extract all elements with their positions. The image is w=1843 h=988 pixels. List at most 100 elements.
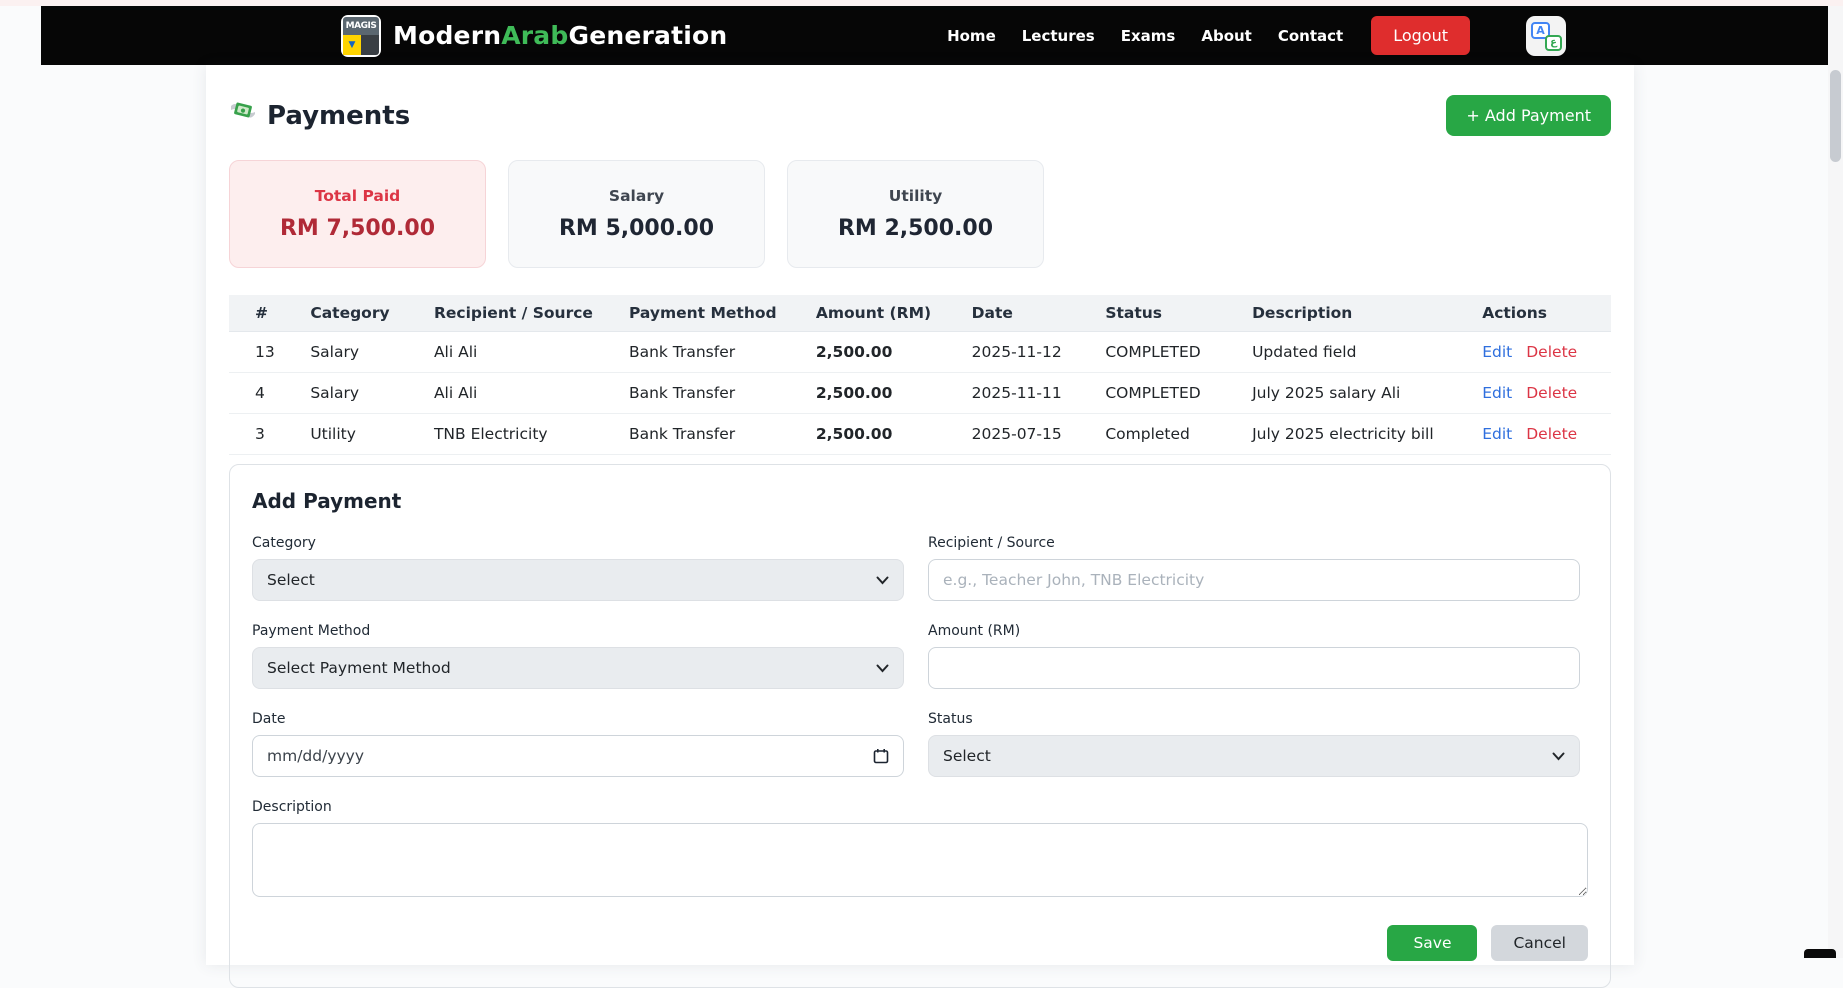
description-textarea[interactable]: [252, 823, 1588, 897]
col-header-date: Date: [958, 295, 1092, 332]
col-header-recipient: Recipient / Source: [420, 295, 615, 332]
nav-item-exams[interactable]: Exams: [1121, 27, 1176, 45]
table-row: 4 Salary Ali Ali Bank Transfer 2,500.00 …: [229, 373, 1611, 414]
page-scrollbar[interactable]: [1828, 6, 1843, 958]
chevron-down-icon: [876, 576, 889, 585]
cell-status: COMPLETED: [1091, 332, 1238, 373]
payments-table: # Category Recipient / Source Payment Me…: [229, 295, 1611, 455]
cell-amount: 2,500.00: [802, 332, 958, 373]
cell-description: July 2025 salary Ali: [1238, 373, 1468, 414]
date-placeholder: mm/dd/yyyy: [267, 747, 364, 765]
card-amount: RM 2,500.00: [838, 216, 993, 241]
calendar-icon: [873, 748, 889, 764]
form-title: Add Payment: [252, 489, 1588, 513]
status-select[interactable]: Select: [928, 735, 1580, 777]
col-header-status: Status: [1091, 295, 1238, 332]
edit-link[interactable]: Edit: [1482, 343, 1512, 361]
delete-link[interactable]: Delete: [1526, 384, 1577, 402]
cell-status: COMPLETED: [1091, 373, 1238, 414]
amount-label: Amount (RM): [928, 623, 1580, 639]
nav-item-lectures[interactable]: Lectures: [1022, 27, 1095, 45]
cell-amount: 2,500.00: [802, 373, 958, 414]
summary-cards: Total Paid RM 7,500.00 Salary RM 5,000.0…: [229, 160, 1611, 268]
table-row: 3 Utility TNB Electricity Bank Transfer …: [229, 414, 1611, 455]
cell-recipient: Ali Ali: [420, 373, 615, 414]
cell-date: 2025-11-11: [958, 373, 1092, 414]
salary-card: Salary RM 5,000.00: [508, 160, 765, 268]
edit-link[interactable]: Edit: [1482, 384, 1512, 402]
delete-link[interactable]: Delete: [1526, 343, 1577, 361]
card-label: Total Paid: [315, 187, 401, 205]
recipient-field: Recipient / Source: [928, 535, 1580, 601]
recipient-label: Recipient / Source: [928, 535, 1580, 551]
nav-item-contact[interactable]: Contact: [1278, 27, 1343, 45]
logout-button[interactable]: Logout: [1371, 16, 1470, 55]
amount-input[interactable]: [928, 647, 1580, 689]
card-label: Utility: [889, 187, 942, 205]
cell-actions: Edit Delete: [1468, 414, 1611, 455]
add-payment-form: Add Payment Category Select Recipient / …: [229, 464, 1611, 988]
date-input[interactable]: mm/dd/yyyy: [252, 735, 904, 777]
cell-date: 2025-07-15: [958, 414, 1092, 455]
magis-logo-icon: MAGIS ▼: [341, 15, 381, 57]
payment-method-select[interactable]: Select Payment Method: [252, 647, 904, 689]
cell-category: Utility: [296, 414, 420, 455]
col-header-actions: Actions: [1468, 295, 1611, 332]
payment-method-label: Payment Method: [252, 623, 904, 639]
status-field: Status Select: [928, 711, 1580, 777]
footer-edge: [1804, 949, 1836, 958]
cell-id: 13: [229, 332, 296, 373]
category-label: Category: [252, 535, 904, 551]
save-button[interactable]: Save: [1387, 925, 1477, 961]
page-title: Payments: [229, 100, 410, 131]
cell-date: 2025-11-12: [958, 332, 1092, 373]
card-amount: RM 5,000.00: [559, 216, 714, 241]
col-header-id: #: [229, 295, 296, 332]
nav-item-about[interactable]: About: [1201, 27, 1252, 45]
magis-logo-drop-icon: ▼: [343, 35, 361, 55]
navbar: MAGIS ▼ ModernArabGeneration Home Lectur…: [41, 6, 1836, 65]
cell-method: Bank Transfer: [615, 414, 802, 455]
description-field: Description: [252, 799, 1588, 901]
col-header-description: Description: [1238, 295, 1468, 332]
magis-logo-dark-panel: [361, 35, 379, 55]
category-select[interactable]: Select: [252, 559, 904, 601]
cell-actions: Edit Delete: [1468, 373, 1611, 414]
cell-method: Bank Transfer: [615, 332, 802, 373]
scrollbar-thumb[interactable]: [1830, 70, 1841, 162]
payment-method-field: Payment Method Select Payment Method: [252, 623, 904, 689]
table-header-row: # Category Recipient / Source Payment Me…: [229, 295, 1611, 332]
brand[interactable]: MAGIS ▼ ModernArabGeneration: [341, 15, 727, 57]
date-label: Date: [252, 711, 904, 727]
nav-item-home[interactable]: Home: [947, 27, 996, 45]
description-label: Description: [252, 799, 1588, 815]
cell-recipient: TNB Electricity: [420, 414, 615, 455]
money-with-wings-icon: [229, 100, 257, 131]
cell-actions: Edit Delete: [1468, 332, 1611, 373]
table-row: 13 Salary Ali Ali Bank Transfer 2,500.00…: [229, 332, 1611, 373]
cell-category: Salary: [296, 332, 420, 373]
cell-amount: 2,500.00: [802, 414, 958, 455]
cancel-button[interactable]: Cancel: [1491, 925, 1588, 961]
delete-link[interactable]: Delete: [1526, 425, 1577, 443]
edit-link[interactable]: Edit: [1482, 425, 1512, 443]
cell-recipient: Ali Ali: [420, 332, 615, 373]
amount-field: Amount (RM): [928, 623, 1580, 689]
brand-name: ModernArabGeneration: [393, 21, 727, 50]
magis-logo-text: MAGIS: [343, 17, 379, 35]
add-payment-button[interactable]: + Add Payment: [1446, 95, 1611, 136]
nav-links: Home Lectures Exams About Contact: [947, 27, 1343, 45]
status-select-value: Select: [943, 747, 991, 765]
card-amount: RM 7,500.00: [280, 216, 435, 241]
cell-id: 3: [229, 414, 296, 455]
payment-method-select-value: Select Payment Method: [267, 659, 451, 677]
col-header-amount: Amount (RM): [802, 295, 958, 332]
date-field: Date mm/dd/yyyy: [252, 711, 904, 777]
chevron-down-icon: [1552, 752, 1565, 761]
translate-arabic-bubble-icon: ع: [1545, 35, 1562, 51]
recipient-input[interactable]: [928, 559, 1580, 601]
cell-method: Bank Transfer: [615, 373, 802, 414]
translate-icon[interactable]: A ع: [1526, 16, 1566, 56]
col-header-category: Category: [296, 295, 420, 332]
card-label: Salary: [609, 187, 664, 205]
